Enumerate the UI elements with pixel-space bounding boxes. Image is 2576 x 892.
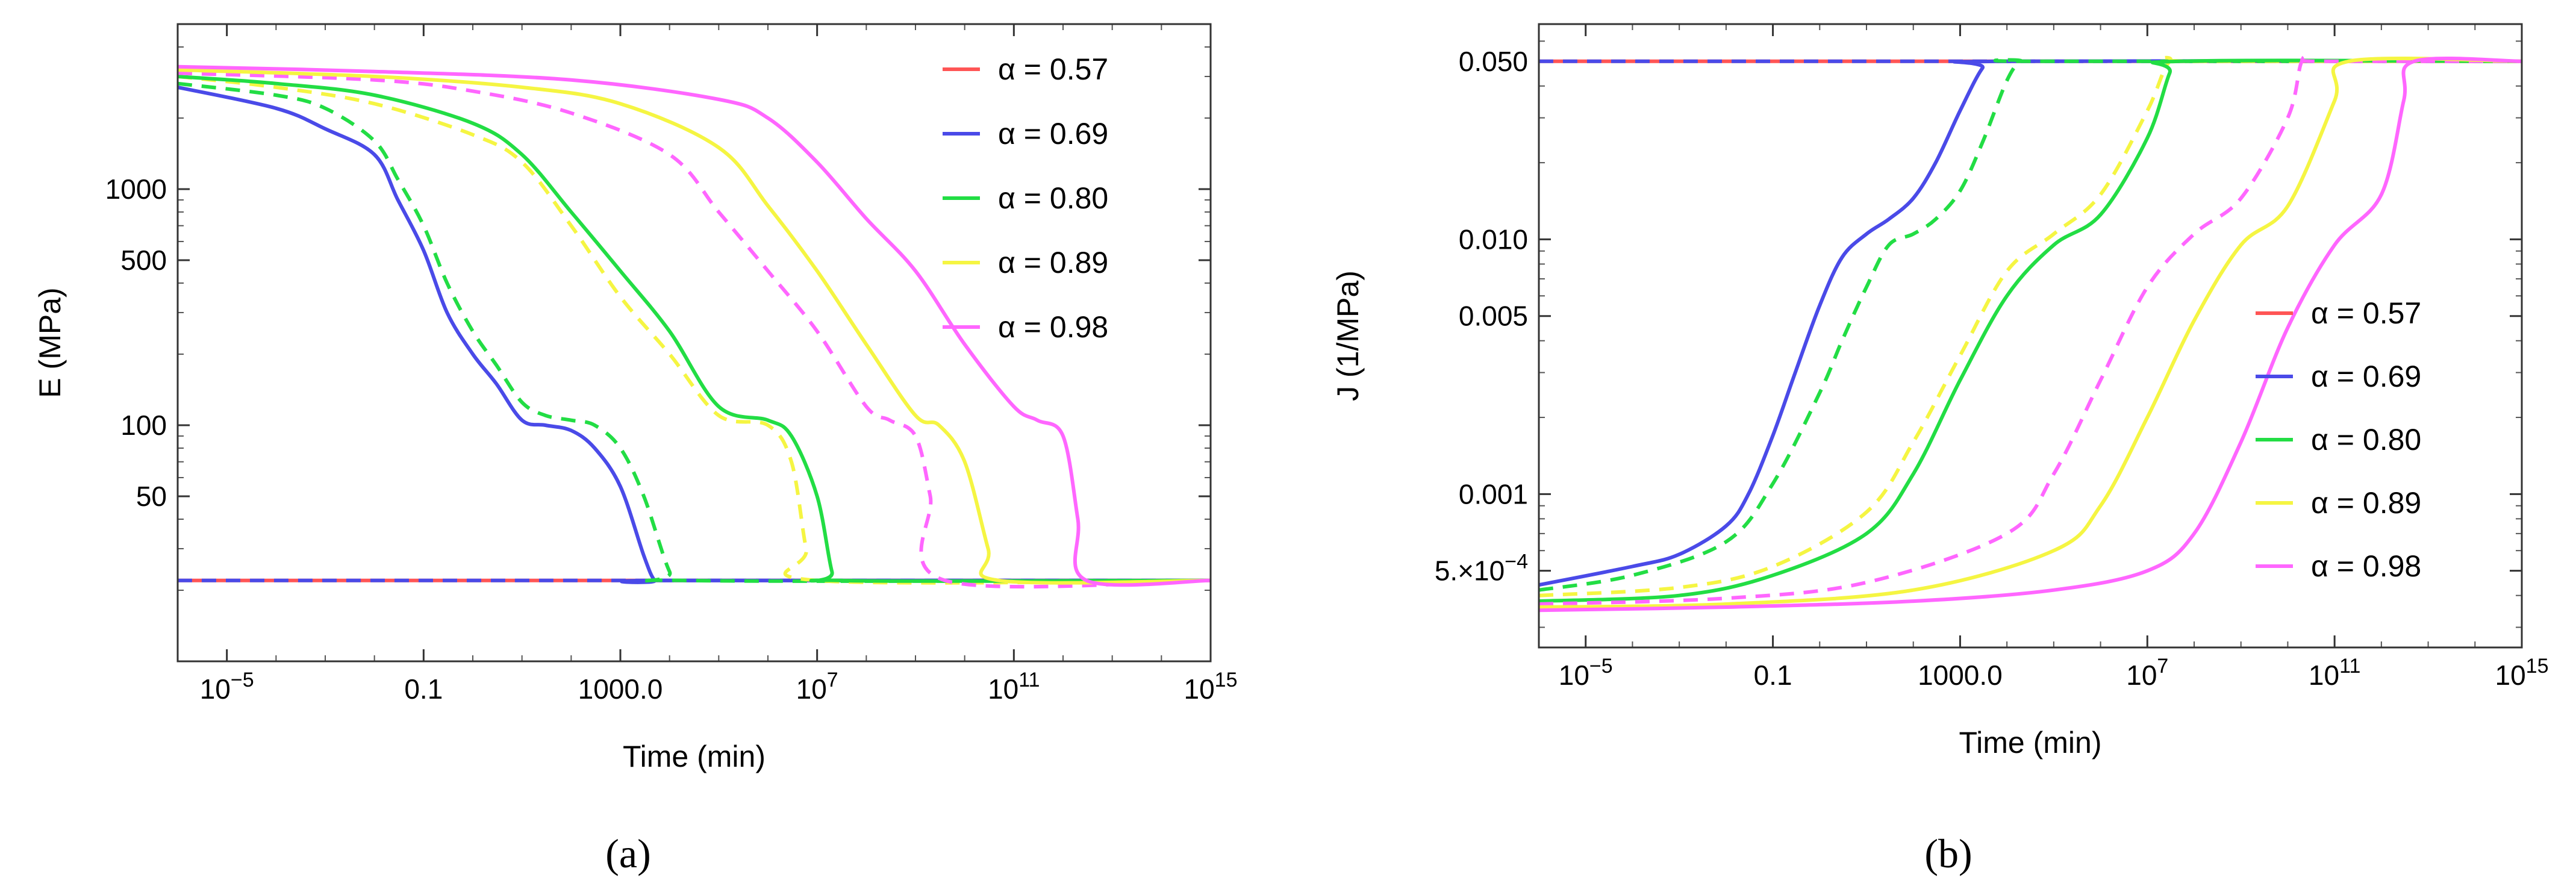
x-tick-label-a-0: 10−5 [200,669,254,705]
x-tick-label-a-2: 1000.0 [578,673,663,705]
x-tick-label-a-3: 107 [796,669,838,705]
series-line-b-5 [1539,58,2522,604]
y-tick-label-b-2: 0.005 [1459,301,1528,332]
x-tick-label-a-1: 0.1 [404,673,443,705]
y-tick-label-b-4: 0.050 [1459,46,1528,77]
y-tick-label-a-3: 1000 [105,173,167,205]
series-line-a-8 [178,64,1211,587]
series-line-a-5 [178,75,1211,583]
y-tick-label-a-2: 500 [120,245,167,276]
panel-label-a: (a) [605,831,650,876]
y-tick-label-b-1: 0.001 [1459,478,1528,510]
series-line-b-6 [1539,55,2522,606]
x-axis-label-a: Time (min) [623,740,766,773]
y-tick-label-a-0: 50 [136,481,167,512]
series-line-b-3 [1539,58,2522,592]
series-line-a-4 [178,75,1211,585]
series-line-a-7 [178,68,1211,585]
y-tick-label-a-1: 100 [120,410,167,441]
chart-b-series-group [1539,55,2522,613]
series-line-b-2 [1539,58,2522,587]
legend-label-a-4: α = 0.98 [998,310,1108,344]
x-tick-label-b-1: 0.1 [1754,660,1792,691]
x-axis-label-b: Time (min) [1959,726,2101,759]
y-tick-label-b-0: 5.×10−4 [1435,550,1528,587]
x-tick-label-a-4: 1011 [988,669,1040,705]
panel-label-b: (b) [1924,831,1972,876]
plot-frame-a [176,23,1212,663]
legend-label-b-1: α = 0.69 [2311,360,2421,393]
series-line-a-6 [178,71,1211,589]
series-line-b-7 [1539,56,2522,609]
legend-label-a-1: α = 0.69 [998,117,1108,151]
series-line-b-8 [1539,56,2522,613]
chart-b-root: 10−5 0.1 1000.0 107 1011 1015 5.×10−4 0.001 0.00… [1331,23,2549,759]
plot-frame-b [1538,23,2523,649]
y-axis-label-a: E (MPa) [33,287,67,398]
legend-label-a-2: α = 0.80 [998,181,1108,215]
x-tick-label-b-4: 1011 [2309,655,2360,691]
series-line-a-2 [178,85,1211,584]
chart-a-series-group [178,64,1211,589]
x-tick-label-b-5: 1015 [2495,655,2549,691]
legend-label-a-3: α = 0.89 [998,246,1108,279]
y-tick-label-b-3: 0.010 [1459,223,1528,255]
chart-a-root: 10−5 0.1 1000.0 107 1011 1015 50 100 500 1000 Time… [33,23,1238,773]
x-tick-label-b-2: 1000.0 [1918,660,2003,691]
legend-label-b-3: α = 0.89 [2311,486,2421,520]
legend-label-b-0: α = 0.57 [2311,296,2421,330]
x-tick-label-b-3: 107 [2126,655,2168,691]
legend-label-a-0: α = 0.57 [998,52,1108,86]
legend-label-b-4: α = 0.98 [2311,549,2421,583]
legend-label-b-2: α = 0.80 [2311,423,2421,457]
x-tick-label-b-0: 10−5 [1559,655,1613,691]
y-axis-label-b: J (1/MPa) [1331,270,1365,401]
x-tick-label-a-5: 1015 [1184,669,1238,705]
